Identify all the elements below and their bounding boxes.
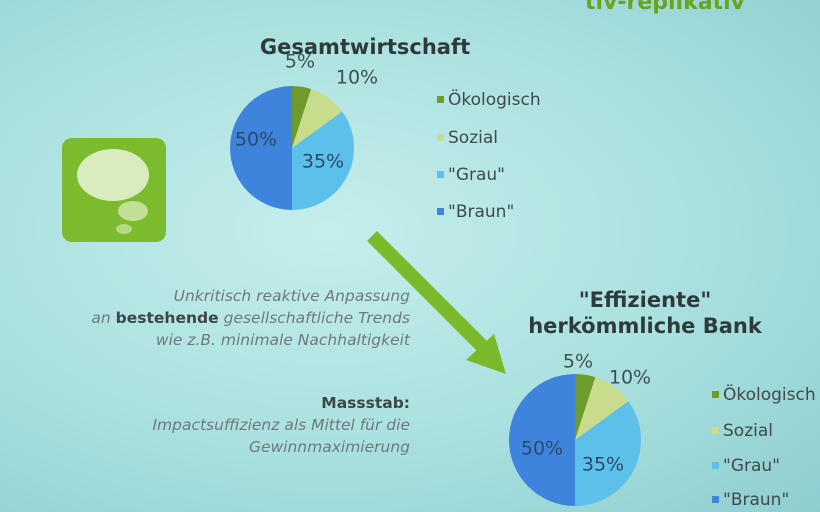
- value-label: 50%: [521, 438, 563, 460]
- icon-bubble: [116, 224, 132, 234]
- legend-swatch: [712, 496, 719, 503]
- text-line: Gewinnmaximierung: [152, 436, 410, 458]
- legend-swatch: [437, 171, 444, 178]
- value-label: 10%: [336, 67, 378, 89]
- value-label: 10%: [609, 367, 651, 389]
- icon-bubble: [118, 201, 148, 221]
- slide: 5% 10% 35% 50% Ökologisch Sozial "Grau" "Braun"…: [0, 0, 820, 512]
- bold-text: Massstab:: [321, 394, 410, 412]
- measure-title: Massstab:: [152, 392, 410, 414]
- legend-label: "Grau": [448, 165, 505, 185]
- legend-label: Ökologisch: [448, 88, 541, 110]
- legend-label: Ökologisch: [723, 383, 816, 405]
- legend-swatch: [437, 134, 444, 141]
- legend-label: "Grau": [723, 456, 780, 476]
- value-label: 5%: [563, 351, 593, 373]
- text-line: Unkritisch reaktive Anpassung: [91, 285, 410, 307]
- measure: Massstab: Impactsuffizienz als Mittel fü…: [152, 392, 410, 458]
- text: an: [91, 309, 110, 327]
- legend-swatch: [712, 391, 719, 398]
- text: gesellschaftliche Trends: [224, 309, 410, 327]
- corner-text: tiv-replikativ: [585, 0, 745, 15]
- chart-title: "Effiziente" herkömmliche Bank: [500, 287, 790, 339]
- legend-label: "Braun": [448, 202, 514, 222]
- icon-bubble: [77, 149, 149, 201]
- value-label: 35%: [582, 454, 624, 476]
- legend-swatch: [712, 462, 719, 469]
- value-label: 50%: [235, 129, 277, 151]
- description: Unkritisch reaktive Anpassung an bestehen…: [91, 285, 410, 351]
- legend-swatch: [712, 427, 719, 434]
- legend-swatch: [437, 96, 444, 103]
- legend-label: "Braun": [723, 490, 789, 510]
- bold-text: bestehende: [116, 309, 219, 327]
- legend-label: Sozial: [723, 421, 773, 441]
- chart-canvas: 5% 10% 35% 50% Ökologisch Sozial "Grau" "Braun"…: [0, 0, 820, 512]
- text-line: wie z.B. minimale Nachhaltigkeit: [91, 329, 410, 351]
- chart-title: Gesamtwirtschaft: [230, 34, 500, 60]
- text-line: an bestehende gesellschaftliche Trends: [91, 307, 410, 329]
- text-line: Impactsuffizienz als Mittel für die: [152, 414, 410, 436]
- legend-swatch: [437, 208, 444, 215]
- legend-label: Sozial: [448, 128, 498, 148]
- value-label: 35%: [302, 151, 344, 173]
